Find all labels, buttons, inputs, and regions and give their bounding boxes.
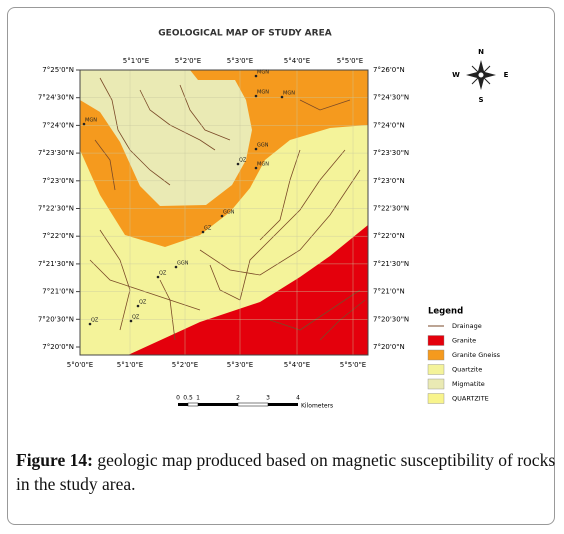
sample-label: QZ: [91, 318, 99, 324]
sample-label: QZ: [139, 300, 147, 306]
latitude-label: 7°22'30"N: [38, 205, 74, 213]
legend-label: Granite: [452, 337, 476, 345]
scale-label: 4: [296, 395, 300, 402]
sample-label: MGN: [257, 90, 269, 96]
latitude-label: 7°20'30"N: [373, 315, 409, 323]
granite-area: [128, 225, 368, 355]
longitude-label: 5°3'0"E: [227, 361, 253, 369]
scale-bar: [178, 402, 298, 407]
latitude-label: 7°22'0"N: [373, 232, 405, 240]
longitude-label: 5°0'0"E: [67, 361, 93, 369]
latitude-label: 7°21'30"N: [373, 260, 409, 268]
compass-letter: W: [452, 71, 460, 79]
legend-swatch: [427, 393, 445, 404]
sample-point: [156, 275, 160, 279]
sample-point: [201, 230, 205, 234]
longitude-label: 5°4'0"E: [284, 361, 310, 369]
legend-label: Drainage: [452, 322, 482, 330]
longitude-label: 5°1'0"E: [117, 361, 143, 369]
latitude-label: 7°24'30"N: [38, 94, 74, 102]
migmatite-area: [80, 70, 252, 206]
longitude-label: 5°2'0"E: [175, 57, 201, 65]
sample-label: GGN: [177, 261, 189, 267]
sample-point: [136, 304, 140, 308]
sample-point: [254, 74, 258, 78]
sample-label: MGN: [85, 118, 97, 124]
legend-swatch: [427, 349, 445, 361]
sample-label: QZ: [239, 158, 247, 164]
latitude-label: 7°20'0"N: [42, 343, 74, 351]
latitude-label: 7°21'30"N: [38, 260, 74, 268]
sample-label: GZ: [204, 226, 212, 232]
latitude-label: 7°23'30"N: [38, 149, 74, 157]
compass-letter: S: [478, 96, 483, 104]
compass-letter: N: [478, 48, 484, 56]
latitude-label: 7°26'0"N: [373, 66, 405, 74]
legend-title: Legend: [428, 307, 463, 317]
legend-swatch: [427, 378, 445, 390]
sample-label: MGN: [257, 70, 269, 76]
sample-point: [254, 147, 258, 151]
longitude-label: 5°2'0"E: [172, 361, 198, 369]
map-border: [79, 69, 369, 356]
latitude-label: 7°23'30"N: [373, 149, 409, 157]
sample-point: [254, 94, 258, 98]
sample-point: [129, 319, 133, 323]
legend-swatch: [427, 335, 445, 346]
sample-point: [82, 122, 86, 126]
graticule: [80, 70, 368, 355]
longitude-label: 5°3'0"E: [227, 57, 253, 65]
figure-frame: [7, 7, 555, 525]
legend-swatch: [427, 364, 445, 375]
latitude-label: 7°25'0"N: [42, 66, 74, 74]
latitude-label: 7°23'0"N: [42, 177, 74, 185]
map-title: GEOLOGICAL MAP OF STUDY AREA: [158, 29, 331, 39]
latitude-label: 7°24'30"N: [373, 94, 409, 102]
legend-label: Granite Gneiss: [452, 351, 501, 359]
latitude-label: 7°21'0"N: [373, 288, 405, 296]
caption-label: Figure 14:: [16, 450, 93, 470]
latitude-label: 7°21'0"N: [42, 288, 74, 296]
sample-label: GGN: [257, 143, 269, 149]
legend-label: Migmatite: [452, 380, 485, 388]
compass-letter: E: [504, 71, 509, 79]
scale-label: 3: [266, 395, 270, 402]
longitude-label: 5°4'0"E: [284, 57, 310, 65]
sample-label: GGN: [223, 210, 235, 216]
sample-point: [236, 162, 240, 166]
scale-label: 0: [176, 395, 180, 402]
scale-unit: Kilometers: [301, 403, 333, 410]
latitude-label: 7°22'30"N: [373, 205, 409, 213]
sample-label: QZ: [159, 271, 167, 277]
latitude-label: 7°24'0"N: [373, 121, 405, 129]
caption: Figure 14: geologic map produced based o…: [16, 448, 556, 496]
sample-point: [254, 166, 258, 170]
latitude-label: 7°20'0"N: [373, 343, 405, 351]
scale-label: 0.5: [183, 395, 193, 402]
compass-rose: [466, 60, 496, 90]
legend-label: Quartzite: [452, 366, 482, 374]
latitude-label: 7°20'30"N: [38, 315, 74, 323]
sample-label: QZ: [132, 315, 140, 321]
latitude-label: 7°22'0"N: [42, 232, 74, 240]
map-figure: GEOLOGICAL MAP OF STUDY AREA: [38, 29, 509, 410]
caption-text: geologic map produced based on magnetic …: [16, 450, 556, 494]
longitude-label: 5°5'0"E: [337, 57, 363, 65]
longitude-label: 5°5'0"E: [340, 361, 366, 369]
sample-label: MGN: [283, 91, 295, 97]
scale-label: 1: [196, 395, 200, 402]
map-body: [79, 69, 369, 356]
sample-point: [220, 214, 224, 218]
sample-point: [280, 95, 284, 99]
longitude-label: 5°1'0"E: [123, 57, 149, 65]
sample-label: MGN: [257, 162, 269, 168]
latitude-label: 7°23'0"N: [373, 177, 405, 185]
sample-point: [174, 265, 178, 269]
legend-label: QUARTZITE: [452, 395, 489, 403]
latitude-label: 7°24'0"N: [42, 121, 74, 129]
sample-point: [88, 322, 92, 326]
scale-label: 2: [236, 395, 240, 402]
drainage: [89, 77, 366, 341]
